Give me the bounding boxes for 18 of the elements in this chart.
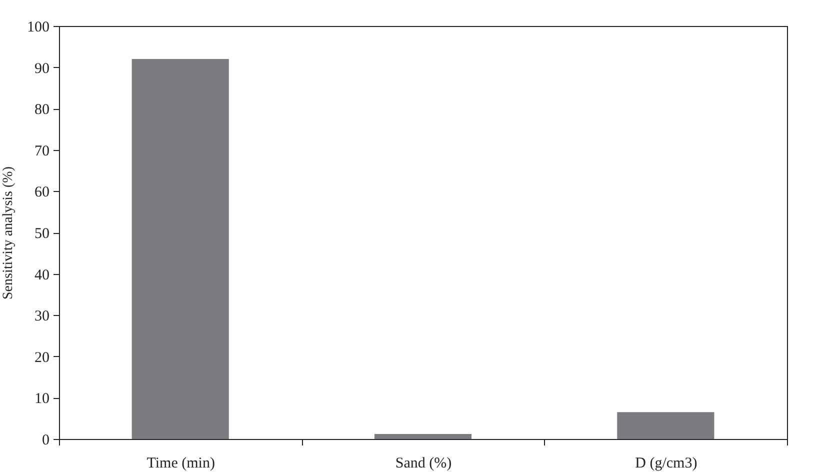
bar <box>132 59 229 439</box>
y-tick-label: 10 <box>34 391 50 408</box>
y-tick-label: 0 <box>42 432 50 448</box>
y-tick-label: 90 <box>34 60 50 77</box>
y-tick-label: 70 <box>34 143 50 160</box>
y-tick-label: 30 <box>34 308 50 325</box>
y-tick-label: 80 <box>34 102 50 118</box>
y-tick-label: 60 <box>34 184 50 201</box>
bar <box>617 412 714 439</box>
x-tick-label: Sand (%) <box>395 456 452 472</box>
y-tick-label: 100 <box>27 20 50 36</box>
y-tick-label: 50 <box>34 226 50 242</box>
x-tick-label: D (g/cm3) <box>635 456 698 472</box>
x-tick-label: Time (min) <box>146 456 215 472</box>
bar <box>374 434 472 439</box>
y-axis-title: Sensitivity analysis (%) <box>1 166 16 300</box>
y-tick-label: 20 <box>34 350 50 366</box>
y-tick-label: 40 <box>34 267 50 284</box>
